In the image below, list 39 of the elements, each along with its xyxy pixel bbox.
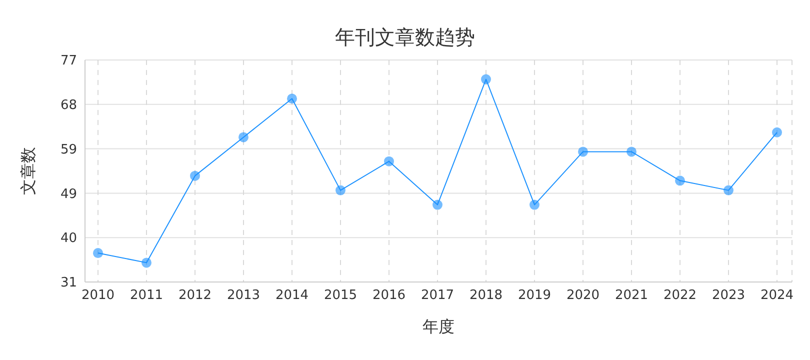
x-tick-label: 2014 [275,288,309,304]
y-axis-title: 文章数 [18,147,38,195]
point [384,156,394,166]
y-tick-label: 31 [60,276,77,291]
y-tick-label: 40 [60,231,77,246]
point [675,176,685,186]
x-tick-label: 2012 [178,288,212,304]
x-tick-label: 2023 [712,288,746,304]
x-tick-label: 2010 [81,288,115,304]
point [93,248,103,258]
x-tick-label: 2016 [372,288,406,304]
x-tick-label: 2015 [324,288,358,304]
point [432,200,442,210]
point [530,200,540,210]
x-tick-label: 2017 [420,288,454,304]
y-tick-label: 59 [60,142,77,158]
point [190,170,200,181]
y-tick-label: 49 [60,186,77,202]
point [578,146,588,157]
point [724,185,734,196]
x-tick-label: 2019 [518,288,552,304]
point [626,146,636,157]
x-tick-label: 2011 [130,288,164,304]
point [772,127,782,138]
x-tick-label: 2024 [760,288,794,304]
x-tick-label: 2021 [614,288,648,304]
x-tick-label: 2022 [663,288,697,304]
point [336,185,346,196]
chart-title: 年刊文章数趋势 [334,24,476,51]
x-axis-title: 年度 [422,317,454,336]
point [238,132,248,142]
y-tick-label: 77 [60,54,77,69]
point [287,94,297,104]
x-tick-label: 2020 [566,288,600,304]
point [142,258,152,268]
x-tick-label: 2018 [469,288,503,304]
point [481,74,491,84]
x-tick-label: 2013 [226,288,260,304]
y-tick-label: 68 [60,98,77,114]
